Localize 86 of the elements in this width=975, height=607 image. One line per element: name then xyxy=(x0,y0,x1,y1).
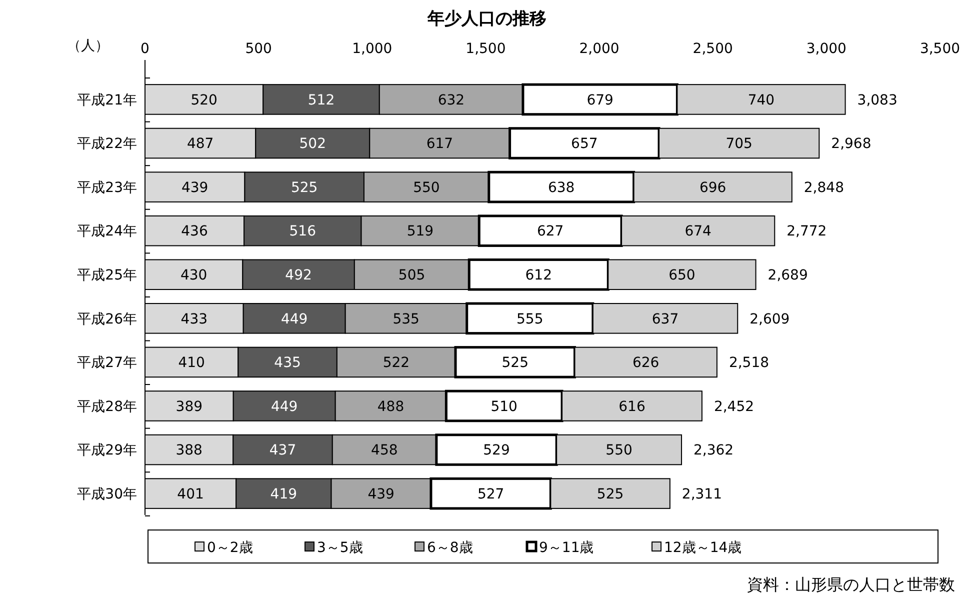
data-label: 627 xyxy=(536,224,564,240)
data-label: 529 xyxy=(483,442,510,459)
y-tick-label: 平成24年 xyxy=(77,224,137,240)
data-label: 740 xyxy=(748,92,775,108)
data-label: 436 xyxy=(181,224,208,240)
data-label: 626 xyxy=(632,355,660,372)
chart-title: 年少人口の推移 xyxy=(426,9,546,29)
total-label: 2,848 xyxy=(804,180,844,196)
x-tick-label: 3,000 xyxy=(806,41,846,57)
y-tick-label: 平成22年 xyxy=(77,136,137,152)
total-label: 2,362 xyxy=(694,442,734,459)
data-label: 522 xyxy=(382,355,410,372)
data-label: 388 xyxy=(176,442,202,459)
data-label: 449 xyxy=(270,398,298,415)
data-label: 527 xyxy=(477,486,504,502)
legend-label: 9～11歳 xyxy=(539,540,594,556)
x-tick-label: 2,000 xyxy=(579,41,620,57)
y-tick-label: 平成27年 xyxy=(77,355,137,372)
data-label: 505 xyxy=(398,268,426,284)
total-label: 2,968 xyxy=(831,136,872,152)
x-tick-label: 500 xyxy=(245,41,272,57)
data-label: 458 xyxy=(371,442,398,459)
data-label: 439 xyxy=(181,180,208,196)
data-label: 519 xyxy=(406,224,434,240)
data-label: 674 xyxy=(684,224,712,240)
data-label: 555 xyxy=(516,311,544,328)
data-label: 512 xyxy=(308,92,335,108)
data-label: 525 xyxy=(596,486,624,502)
total-label: 2,772 xyxy=(786,224,827,240)
data-label: 516 xyxy=(289,224,316,240)
data-label: 492 xyxy=(285,268,312,284)
total-label: 2,452 xyxy=(714,398,754,415)
total-label: 2,518 xyxy=(728,355,770,372)
data-label: 617 xyxy=(426,136,454,152)
data-label: 419 xyxy=(270,486,298,502)
total-label: 2,689 xyxy=(768,268,808,284)
x-tick-label: 3,500 xyxy=(920,41,960,57)
data-label: 435 xyxy=(274,355,301,372)
data-label: 612 xyxy=(525,268,552,284)
total-label: 3,083 xyxy=(857,92,898,108)
x-axis-title: （人） xyxy=(67,38,109,54)
text: 資料：山形県の人口と世帯数 xyxy=(747,575,955,594)
data-label: 487 xyxy=(186,136,214,152)
data-label: 439 xyxy=(368,486,394,502)
data-label: 696 xyxy=(699,180,726,196)
data-label: 430 xyxy=(180,268,208,284)
y-tick-label: 平成26年 xyxy=(77,311,137,328)
data-label: 705 xyxy=(726,136,752,152)
y-tick-label: 平成29年 xyxy=(77,442,137,459)
y-tick-label: 平成30年 xyxy=(77,486,137,502)
y-tick-label: 平成28年 xyxy=(77,398,137,415)
legend-label: 6～8歳 xyxy=(427,540,473,556)
data-label: 520 xyxy=(190,92,218,108)
x-tick-label: 1,500 xyxy=(466,41,506,57)
y-tick-label: 平成21年 xyxy=(77,92,137,108)
data-label: 679 xyxy=(586,92,614,108)
data-label: 488 xyxy=(377,398,404,415)
data-label: 401 xyxy=(177,486,204,502)
data-label: 502 xyxy=(299,136,326,152)
data-label: 525 xyxy=(502,355,528,372)
data-label: 389 xyxy=(176,398,203,415)
data-label: 657 xyxy=(571,136,598,152)
x-tick-label: 1,000 xyxy=(352,41,392,57)
y-tick-label: 平成25年 xyxy=(77,268,137,284)
total-label: 2,311 xyxy=(682,486,722,502)
data-label: 616 xyxy=(618,398,646,415)
data-label: 638 xyxy=(548,180,575,196)
y-tick-label: 平成23年 xyxy=(77,180,137,196)
x-tick-label: 2,500 xyxy=(692,41,733,57)
total-label: 2,609 xyxy=(750,311,790,328)
data-label: 525 xyxy=(290,180,318,196)
legend-label: 12歳～14歳 xyxy=(664,540,742,556)
data-label: 510 xyxy=(490,398,518,415)
legend-label: 0～2歳 xyxy=(207,540,253,556)
x-tick-label: 0 xyxy=(140,41,150,57)
data-label: 433 xyxy=(180,311,208,328)
data-label: 632 xyxy=(438,92,465,108)
data-label: 410 xyxy=(178,355,205,372)
data-label: 550 xyxy=(413,180,440,196)
data-label: 637 xyxy=(652,311,679,328)
legend-label: 3～5歳 xyxy=(317,540,363,556)
data-label: 449 xyxy=(280,311,308,328)
data-label: 550 xyxy=(606,442,632,459)
data-label: 650 xyxy=(668,268,696,284)
data-label: 437 xyxy=(269,442,296,459)
data-label: 535 xyxy=(392,311,420,328)
